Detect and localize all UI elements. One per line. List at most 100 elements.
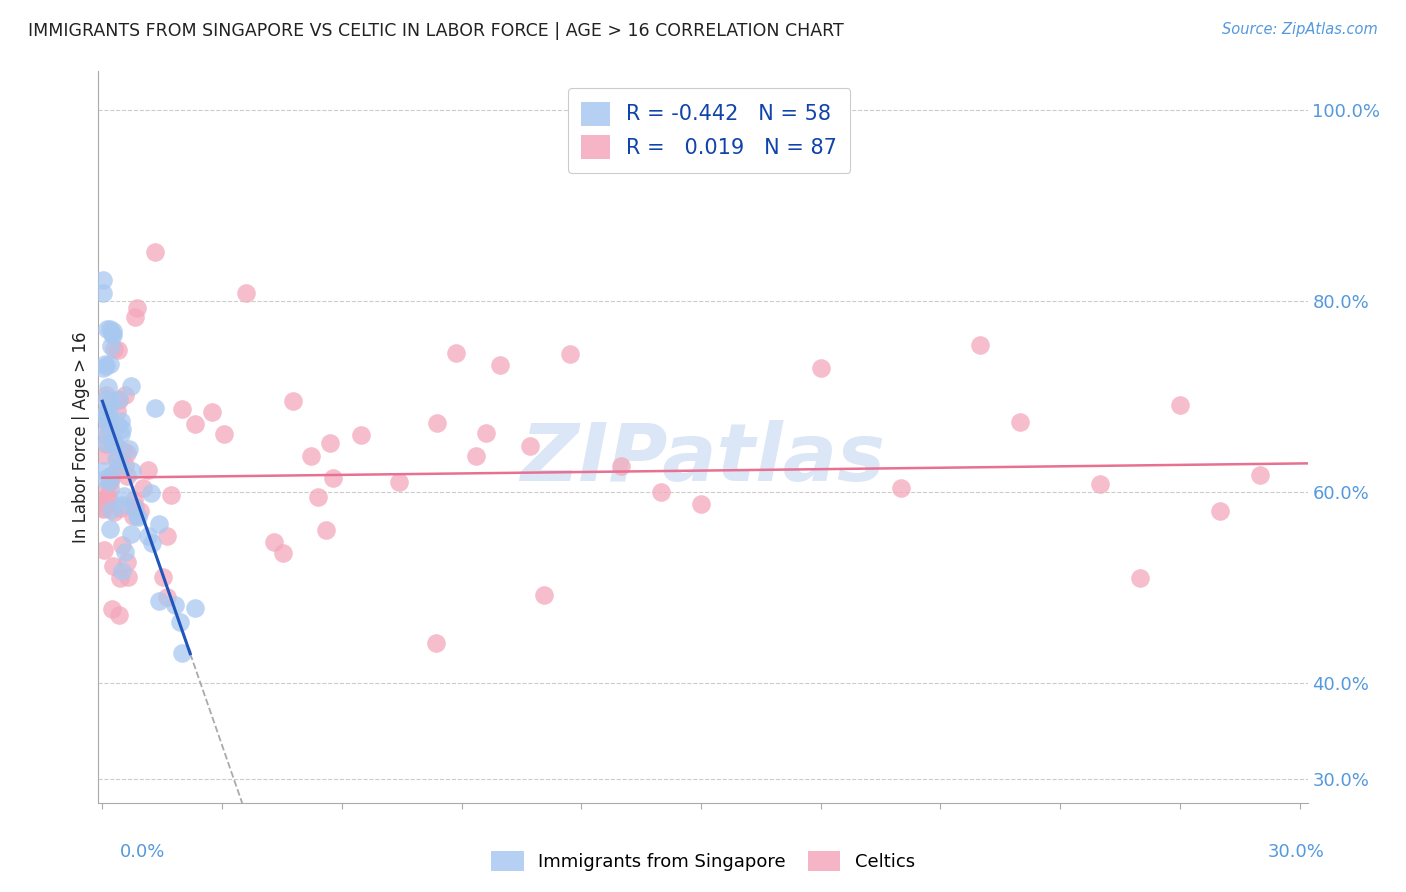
Point <box>281 394 304 409</box>
Point <box>129 504 152 518</box>
Point <box>156 590 179 604</box>
Point <box>299 449 322 463</box>
Point <box>139 485 162 500</box>
Point <box>143 401 166 416</box>
Text: Source: ZipAtlas.com: Source: ZipAtlas.com <box>1222 22 1378 37</box>
Point <box>93 502 115 516</box>
Point <box>101 558 124 573</box>
Point <box>94 406 117 420</box>
Point <box>124 500 146 514</box>
Point <box>101 327 124 342</box>
Point <box>98 322 121 336</box>
Point <box>322 471 344 485</box>
Point <box>690 497 713 511</box>
Point <box>98 469 121 483</box>
Point <box>148 516 170 531</box>
Point <box>98 481 121 495</box>
Point <box>93 448 115 462</box>
Point <box>93 408 115 422</box>
Point <box>184 417 207 431</box>
Point <box>465 449 488 463</box>
Legend: Immigrants from Singapore, Celtics: Immigrants from Singapore, Celtics <box>484 844 922 879</box>
Point <box>889 481 911 495</box>
Point <box>519 439 541 453</box>
Point <box>489 358 512 372</box>
Point <box>97 379 120 393</box>
Point <box>319 436 342 450</box>
Point <box>103 504 125 518</box>
Point <box>152 570 174 584</box>
Point <box>533 588 555 602</box>
Point <box>103 434 125 448</box>
Point <box>101 324 124 338</box>
Point <box>273 546 295 560</box>
Point <box>100 435 122 450</box>
Point <box>163 599 186 613</box>
Point <box>136 529 159 543</box>
Point <box>105 463 128 477</box>
Point <box>124 500 146 515</box>
Point <box>100 601 122 615</box>
Point <box>94 496 117 510</box>
Point <box>108 392 131 407</box>
Point <box>94 357 117 371</box>
Point <box>610 458 633 473</box>
Point <box>155 529 177 543</box>
Point <box>96 359 118 373</box>
Point <box>105 403 128 417</box>
Text: IMMIGRANTS FROM SINGAPORE VS CELTIC IN LABOR FORCE | AGE > 16 CORRELATION CHART: IMMIGRANTS FROM SINGAPORE VS CELTIC IN L… <box>28 22 844 40</box>
Point <box>105 451 128 466</box>
Point <box>94 392 117 406</box>
Point <box>103 342 125 356</box>
Point <box>93 273 115 287</box>
Point <box>114 544 136 558</box>
Point <box>114 458 136 473</box>
Point <box>103 328 125 343</box>
Point <box>969 338 991 352</box>
Point <box>100 339 122 353</box>
Point <box>96 387 118 401</box>
Point <box>1088 476 1111 491</box>
Point <box>93 542 115 557</box>
Point <box>107 417 129 432</box>
Point <box>111 564 134 578</box>
Point <box>98 522 121 536</box>
Point <box>108 607 131 622</box>
Point <box>110 413 132 427</box>
Point <box>94 472 117 486</box>
Point <box>132 481 155 495</box>
Point <box>558 347 581 361</box>
Point <box>143 245 166 260</box>
Point <box>1249 468 1271 483</box>
Point <box>120 378 142 392</box>
Point <box>474 426 496 441</box>
Point <box>100 394 122 409</box>
Point <box>96 490 118 504</box>
Point <box>96 322 118 336</box>
Point <box>212 427 235 442</box>
Point <box>170 646 193 660</box>
Point <box>110 498 132 512</box>
Point <box>810 360 832 375</box>
Point <box>1129 571 1152 585</box>
Point <box>115 468 138 483</box>
Point <box>388 475 411 489</box>
Point <box>93 501 115 516</box>
Point <box>425 416 447 430</box>
Text: 0.0%: 0.0% <box>120 843 165 861</box>
Point <box>115 555 138 569</box>
Point <box>148 594 170 608</box>
Point <box>98 475 121 490</box>
Point <box>98 474 121 488</box>
Y-axis label: In Labor Force | Age > 16: In Labor Force | Age > 16 <box>72 331 90 543</box>
Point <box>107 343 129 357</box>
Point <box>444 346 467 360</box>
Point <box>111 422 134 436</box>
Point <box>112 489 135 503</box>
Point <box>127 510 149 524</box>
Point <box>122 509 145 524</box>
Point <box>117 570 139 584</box>
Point <box>97 422 120 436</box>
Point <box>136 463 159 477</box>
Point <box>114 388 136 402</box>
